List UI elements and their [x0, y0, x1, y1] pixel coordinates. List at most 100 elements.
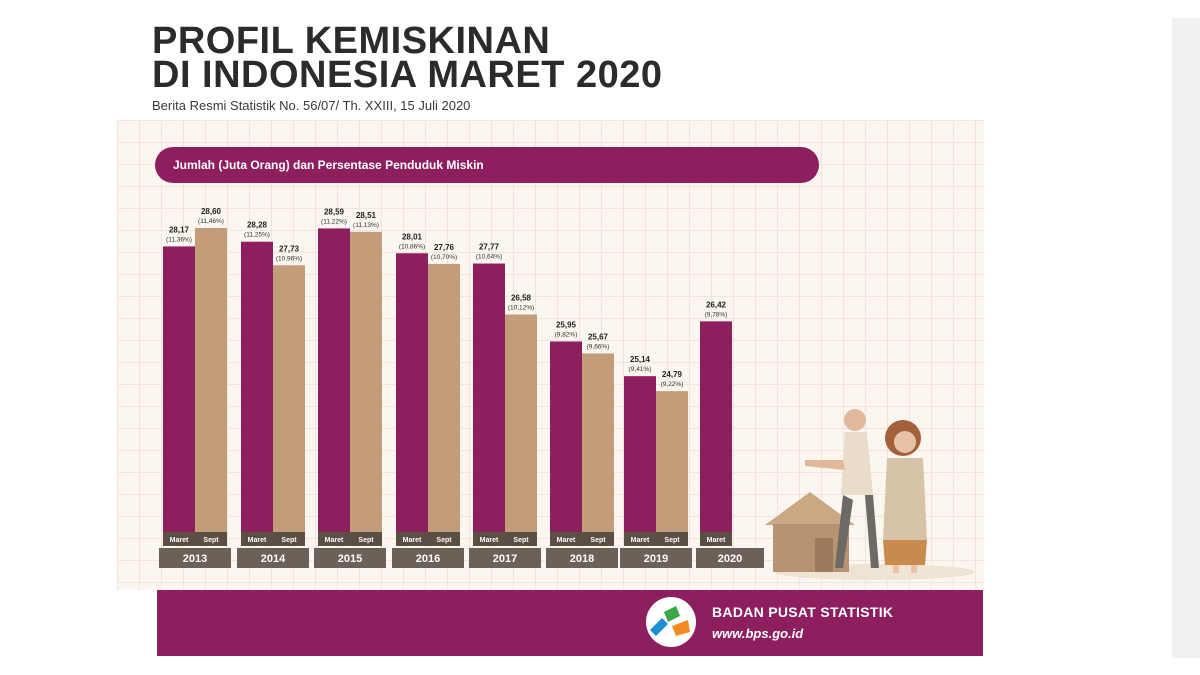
- bar-label-band-maret-2016: [396, 532, 428, 546]
- org-name: BADAN PUSAT STATISTIK: [712, 604, 894, 620]
- bar-sept-2019: [656, 391, 688, 532]
- bar-label-band-maret-2015: [318, 532, 350, 546]
- value-label-sept-2013: 28,60: [201, 207, 222, 216]
- pct-label-sept-2015: (11,13%): [353, 222, 379, 229]
- value-label-maret-2013: 28,17: [169, 225, 190, 234]
- bar-label-band-sept-2013: [195, 532, 227, 546]
- value-label-maret-2016: 28,01: [402, 232, 423, 241]
- pct-label-maret-2016: (10,86%): [399, 243, 425, 250]
- page-title: PROFIL KEMISKINAN DI INDONESIA MARET 202…: [152, 20, 663, 96]
- bar-maret-2016: [396, 253, 428, 533]
- value-label-maret-2020: 26,42: [706, 300, 727, 309]
- org-url: www.bps.go.id: [712, 626, 804, 641]
- chart-title: Jumlah (Juta Orang) dan Persentase Pendu…: [155, 147, 819, 183]
- right-scroll-strip: [1172, 18, 1200, 658]
- year-band-2016: [392, 548, 464, 568]
- pct-label-maret-2019: (9,41%): [629, 366, 652, 373]
- footer-band: [157, 590, 983, 656]
- value-label-sept-2014: 27,73: [279, 244, 300, 253]
- value-label-sept-2017: 26,58: [511, 293, 532, 302]
- bar-sept-2018: [582, 353, 614, 532]
- bar-sept-2015: [350, 231, 382, 532]
- title-line-2: DI INDONESIA MARET 2020: [152, 54, 663, 96]
- bar-maret-2014: [241, 241, 273, 532]
- pct-label-maret-2017: (10,64%): [476, 254, 502, 261]
- bar-sept-2013: [195, 228, 227, 532]
- pct-label-maret-2018: (9,82%): [555, 331, 578, 338]
- bar-maret-2017: [473, 263, 505, 532]
- year-band-2018: [546, 548, 618, 568]
- pct-label-sept-2013: (11,46%): [198, 218, 224, 225]
- pct-label-sept-2018: (9,66%): [587, 343, 610, 350]
- pct-label-maret-2013: (11,36%): [166, 236, 192, 243]
- bar-maret-2013: [163, 246, 195, 533]
- pct-label-sept-2019: (9,22%): [661, 381, 684, 388]
- value-label-maret-2015: 28,59: [324, 207, 345, 216]
- bar-label-band-maret-2013: [163, 532, 195, 546]
- bar-label-band-sept-2017: [505, 532, 537, 546]
- bar-maret-2019: [624, 376, 656, 532]
- bar-label-maret-2013: Maret: [170, 537, 189, 544]
- bar-sept-2014: [273, 265, 305, 532]
- bar-label-sept-2017: Sept: [513, 537, 529, 544]
- pct-label-maret-2020: (9,78%): [705, 311, 728, 318]
- bar-label-sept-2015: Sept: [358, 537, 374, 544]
- value-label-sept-2016: 27,76: [434, 243, 455, 252]
- bar-maret-2018: [550, 341, 582, 532]
- bar-label-band-sept-2019: [656, 532, 688, 546]
- year-label-2013: 2013: [183, 553, 207, 565]
- pct-label-sept-2017: (10,12%): [508, 304, 534, 311]
- bar-label-band-maret-2014: [241, 532, 273, 546]
- value-label-sept-2015: 28,51: [356, 211, 377, 220]
- year-label-2019: 2019: [644, 553, 668, 565]
- bar-label-maret-2016: Maret: [403, 537, 422, 544]
- pct-label-maret-2015: (11,22%): [321, 218, 347, 225]
- year-label-2014: 2014: [261, 553, 286, 565]
- bar-sept-2016: [428, 263, 460, 532]
- bar-label-band-sept-2018: [582, 532, 614, 546]
- year-label-2020: 2020: [718, 553, 742, 565]
- bar-label-sept-2018: Sept: [590, 537, 606, 544]
- year-band-2019: [620, 548, 692, 568]
- bar-label-sept-2014: Sept: [281, 537, 297, 544]
- bar-maret-2015: [318, 228, 350, 532]
- bar-label-band-sept-2015: [350, 532, 382, 546]
- bar-label-sept-2016: Sept: [436, 537, 452, 544]
- value-label-sept-2019: 24,79: [662, 370, 683, 379]
- value-label-maret-2014: 28,28: [247, 221, 268, 230]
- bps-logo-icon: [646, 597, 696, 647]
- bar-label-band-sept-2016: [428, 532, 460, 546]
- value-label-sept-2018: 25,67: [588, 332, 609, 341]
- bar-label-maret-2014: Maret: [248, 537, 267, 544]
- bar-label-sept-2019: Sept: [664, 537, 680, 544]
- bar-label-band-maret-2020: [700, 532, 732, 546]
- bar-label-maret-2019: Maret: [631, 537, 650, 544]
- elderly-couple-illustration: [765, 409, 975, 580]
- value-label-maret-2019: 25,14: [630, 355, 651, 364]
- year-label-2015: 2015: [338, 553, 362, 565]
- bar-label-maret-2017: Maret: [480, 537, 499, 544]
- year-label-2018: 2018: [570, 553, 594, 565]
- bar-label-band-maret-2017: [473, 532, 505, 546]
- value-label-maret-2017: 27,77: [479, 243, 500, 252]
- pct-label-maret-2014: (11,25%): [244, 232, 270, 239]
- year-label-2016: 2016: [416, 553, 440, 565]
- title-line-1: PROFIL KEMISKINAN: [152, 20, 551, 62]
- bar-label-band-maret-2019: [624, 532, 656, 546]
- pct-label-sept-2016: (10,70%): [431, 254, 457, 261]
- bar-label-band-sept-2014: [273, 532, 305, 546]
- bar-label-maret-2015: Maret: [325, 537, 344, 544]
- bar-label-sept-2013: Sept: [203, 537, 219, 544]
- page-subtitle: Berita Resmi Statistik No. 56/07/ Th. XX…: [152, 98, 471, 113]
- value-label-maret-2018: 25,95: [556, 320, 577, 329]
- year-band-2015: [314, 548, 386, 568]
- bar-label-maret-2018: Maret: [557, 537, 576, 544]
- year-band-2013: [159, 548, 231, 568]
- year-band-2017: [469, 548, 541, 568]
- year-band-2020: [696, 548, 764, 568]
- pct-label-sept-2014: (10,96%): [276, 255, 302, 262]
- year-label-2017: 2017: [493, 553, 517, 565]
- bar-maret-2020: [700, 321, 732, 532]
- bar-sept-2017: [505, 314, 537, 532]
